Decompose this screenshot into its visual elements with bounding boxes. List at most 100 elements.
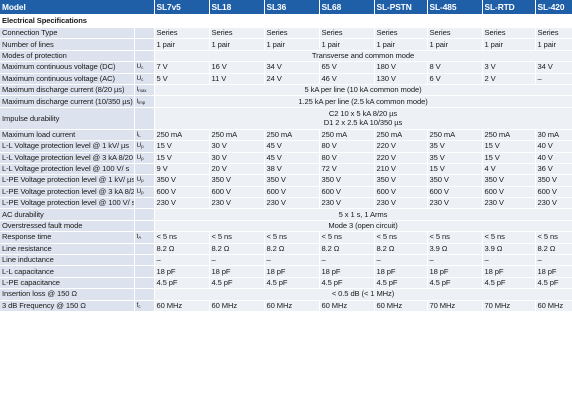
symbol-cell <box>134 288 155 301</box>
value-cell: < 5 ns <box>319 231 375 244</box>
value-cell: Series <box>427 27 483 40</box>
value-cell: 3.9 Ω <box>482 243 536 256</box>
symbol-subscript: p <box>141 155 144 161</box>
value-cell: 80 V <box>319 140 375 153</box>
value-cell: – <box>154 254 210 267</box>
value-cell: 60 MHz <box>154 300 210 313</box>
value-cell: 250 mA <box>154 129 210 142</box>
symbol-cell: Up <box>134 174 155 187</box>
value-cell: Series <box>374 27 428 40</box>
value-cell: < 5 ns <box>209 231 265 244</box>
spanning-value-line: D1 2 x 2.5 kA 10/350 µs <box>323 118 403 128</box>
value-cell: 6 V <box>427 73 483 85</box>
value-cell: 4.5 pF <box>154 277 210 290</box>
value-cell: 350 V <box>374 174 428 187</box>
value-cell: 15 V <box>427 163 483 176</box>
value-cell: 250 mA <box>209 129 265 142</box>
value-cell: 65 V <box>319 61 375 74</box>
symbol-cell: IL <box>134 129 155 142</box>
value-cell: 600 V <box>154 186 210 199</box>
symbol: U <box>136 176 142 184</box>
table-row: L-PE capacitance 4.5 pF 4.5 pF 4.5 pF 4.5 pF… <box>0 277 572 290</box>
parameter-label: Response time <box>0 231 135 244</box>
value-cell: 15 V <box>482 140 536 153</box>
value-cell: 230 V <box>482 197 536 210</box>
value-cell: 4.5 pF <box>264 277 320 290</box>
parameter-label: Maximum continuous voltage (DC) <box>0 61 135 74</box>
specifications-table: Model SL7v5 SL18 SL36 SL68 SL-PSTN SL-48… <box>0 0 572 313</box>
symbol-cell <box>134 243 155 256</box>
value-cell: 45 V <box>264 152 320 164</box>
symbol-subscript: c <box>141 76 144 82</box>
symbol-subscript: p <box>141 189 144 195</box>
value-cell: 220 V <box>374 152 428 164</box>
symbol-cell <box>134 254 155 267</box>
spanning-value-line: 1.25 kA per line (2.5 kA common mode) <box>298 96 428 106</box>
value-cell: 1 pair <box>374 38 428 51</box>
table-header-row: Model SL7v5 SL18 SL36 SL68 SL-PSTN SL-48… <box>0 0 572 15</box>
value-cell: – <box>319 254 375 267</box>
symbol-cell: Uc <box>134 73 155 85</box>
value-cell: 130 V <box>374 73 428 85</box>
value-cell: 30 V <box>209 140 265 153</box>
value-cell: 210 V <box>374 163 428 176</box>
table-row: Number of lines 1 pair 1 pair 1 pair 1 pair 1… <box>0 38 572 51</box>
value-cell: Series <box>154 27 210 40</box>
symbol-cell: Iimp <box>134 95 155 108</box>
spanning-value-line: 5 x 1 s, 1 Arms <box>338 209 388 219</box>
value-cell: 230 V <box>374 197 428 210</box>
symbol-cell <box>134 265 155 278</box>
spanning-value: Transverse and common mode <box>154 50 572 63</box>
model-header: Model <box>0 0 155 15</box>
parameter-label: Insertion loss @ 150 Ω <box>0 288 135 301</box>
value-cell: 40 V <box>535 140 572 153</box>
value-cell: 600 V <box>535 186 572 199</box>
value-cell: 2 V <box>482 73 536 85</box>
value-cell: < 5 ns <box>154 231 210 244</box>
value-cell: 600 V <box>209 186 265 199</box>
value-cell: < 5 ns <box>427 231 483 244</box>
spanning-value-line: C2 10 x 5 kA 8/20 µs <box>328 108 398 118</box>
symbol-subscript: max <box>138 88 147 94</box>
parameter-label: Modes of protection <box>0 50 135 63</box>
value-cell: 36 V <box>535 163 572 176</box>
parameter-label: Number of lines <box>0 38 135 51</box>
symbol-subscript: imp <box>138 99 146 105</box>
value-cell: 70 MHz <box>482 300 536 313</box>
value-cell: 600 V <box>374 186 428 199</box>
parameter-label: L-PE Voltage protection level @ 1 kV/ µs <box>0 174 135 187</box>
value-cell: 45 V <box>264 140 320 153</box>
product-header: SL7v5 <box>154 0 210 15</box>
value-cell: < 5 ns <box>264 231 320 244</box>
table-row: Modes of protection Transverse and common… <box>0 50 572 63</box>
parameter-label: L-L Voltage protection level @ 3 kA 8/20… <box>0 152 135 164</box>
product-header: SL68 <box>319 0 375 15</box>
product-header: SL18 <box>209 0 265 15</box>
value-cell: 250 mA <box>482 129 536 142</box>
value-cell: 8.2 Ω <box>154 243 210 256</box>
value-cell: < 5 ns <box>374 231 428 244</box>
symbol-cell: Uc <box>134 61 155 74</box>
parameter-label: 3 dB Frequency @ 150 Ω <box>0 300 135 313</box>
value-cell: 230 V <box>264 197 320 210</box>
parameter-label: L-PE capacitance <box>0 277 135 290</box>
parameter-label: Impulse durability <box>0 107 135 130</box>
table-row: L-L capacitance 18 pF 18 pF 18 pF 18 pF 18 pF… <box>0 265 572 278</box>
table-row: Maximum load current IL 250 mA 250 mA 250 mA… <box>0 129 572 142</box>
symbol-cell <box>134 197 155 210</box>
value-cell: 80 V <box>319 152 375 164</box>
value-cell: – <box>482 254 536 267</box>
value-cell: 5 V <box>154 73 210 85</box>
value-cell: 18 pF <box>154 265 210 278</box>
symbol-cell: Up <box>134 152 155 164</box>
value-cell: < 5 ns <box>535 231 572 244</box>
value-cell: 20 V <box>209 163 265 176</box>
symbol: U <box>136 187 142 195</box>
value-cell: 1 pair <box>264 38 320 51</box>
value-cell: 46 V <box>319 73 375 85</box>
table-row: Response time tA < 5 ns < 5 ns < 5 ns < 5 ns <… <box>0 231 572 244</box>
parameter-label: AC durability <box>0 208 135 221</box>
value-cell: 8.2 Ω <box>264 243 320 256</box>
value-cell: 250 mA <box>319 129 375 142</box>
